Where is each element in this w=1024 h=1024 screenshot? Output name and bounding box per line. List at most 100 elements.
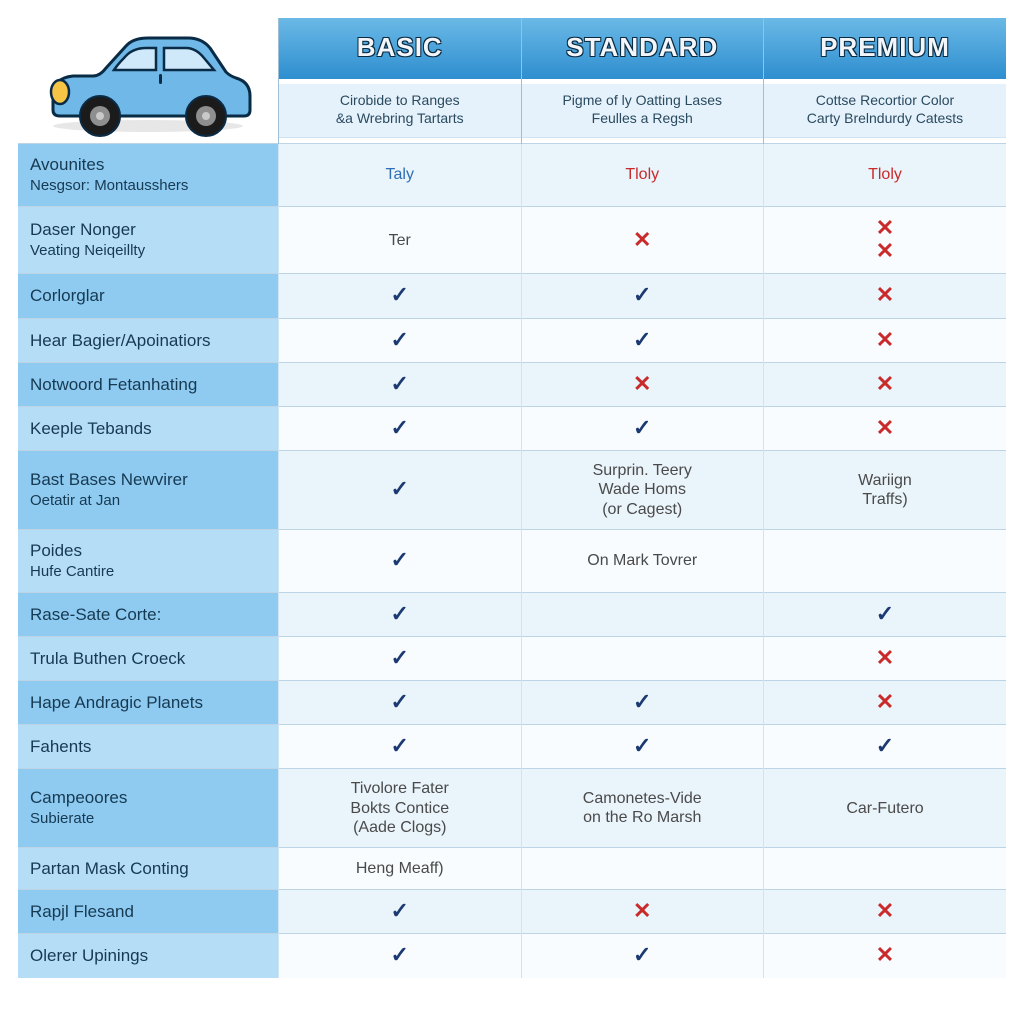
check-icon: ✓ [391,689,409,714]
plan-sub-line: Cottse Recortior Color [816,92,955,108]
check-icon: ✓ [876,733,894,758]
check-icon: ✓ [391,371,409,396]
value-cell: ✕ [763,318,1006,362]
table-row: Trula Buthen Croeck✓✕ [18,636,1006,680]
check-icon: ✓ [391,942,409,967]
plan-name: PREMIUM [764,18,1006,79]
cross-icon: ✕ [876,898,894,923]
comparison-table: BASIC STANDARD PREMIUM Cirobide to Range… [18,18,1006,978]
row-label: Rase-Sate Corte: [18,592,279,636]
header-row: BASIC STANDARD PREMIUM [18,18,1006,84]
table-row: Partan Mask Conting Heng Meaff) [18,848,1006,890]
value-cell: ✕ [521,362,763,406]
plan-header-basic: BASIC [279,18,521,84]
cell-text: Camonetes-Videon the Ro Marsh [534,789,751,827]
check-icon: ✓ [391,733,409,758]
check-icon: ✓ [633,415,651,440]
row-label: Hape Andragic Planets [18,681,279,725]
value-cell: ✓ [279,725,521,769]
row-label: Olerer Upinings [18,934,279,978]
value-cell: ✕ [763,406,1006,450]
cell-text: Surprin. TeeryWade Homs(or Cagest) [534,461,751,519]
cell-text: Tivolore FaterBokts Contice(Aade Clogs) [291,779,508,837]
plan-sub-line: Pigme of ly Oatting Lases [562,92,722,108]
table-row: Daser NongerVeating NeiqeilltyTer✕✕✕ [18,207,1006,274]
plan-sub-basic: Cirobide to Ranges &a Wrebring Tartarts [279,84,521,143]
value-cell: Surprin. TeeryWade Homs(or Cagest) [521,451,763,530]
value-cell: ✕ [763,274,1006,318]
value-cell: ✓ [279,362,521,406]
row-label: Rapjl Flesand [18,890,279,934]
value-cell [763,848,1006,890]
value-cell: Car-Futero [763,769,1006,848]
table-body: AvounitesNesgsor: MontausshersTalyTlolyT… [18,144,1006,978]
value-cell: ✕ [521,890,763,934]
value-cell: ✓ [763,592,1006,636]
value-cell: ✓ [521,274,763,318]
value-cell: ✓ [279,636,521,680]
table-row: Bast Bases NewvirerOetatir at Jan ✓ Surpri… [18,451,1006,530]
table-row: Rase-Sate Corte:✓✓ [18,592,1006,636]
cross-icon: ✕ [876,942,894,967]
row-label: Keeple Tebands [18,406,279,450]
table-row: Olerer Upinings ✓ ✓ ✕ [18,934,1006,978]
cell-text: WariignTraffs) [776,471,994,509]
plan-sub-line: Carty Brelndurdy Catests [807,110,963,126]
row-label: Corlorglar [18,274,279,318]
plan-sub-line: Cirobide to Ranges [340,92,460,108]
value-cell [521,636,763,680]
cell-text: Heng Meaff) [356,860,444,877]
cross-icon: ✕ [876,689,894,714]
table-row: Corlorglar✓✓✕ [18,274,1006,318]
value-cell: Ter [279,207,521,274]
cross-icon: ✕ [876,415,894,440]
value-cell: ✓ [279,274,521,318]
value-cell: ✓ [521,681,763,725]
value-cell: ✓ [521,934,763,978]
row-label: Notwoord Fetanhating [18,362,279,406]
check-icon: ✓ [633,733,651,758]
table-row: Keeple Tebands✓✓✕ [18,406,1006,450]
value-cell: On Mark Tovrer [521,529,763,592]
check-icon: ✓ [391,645,409,670]
value-cell: ✕✕ [763,207,1006,274]
value-cell: ✕ [521,207,763,274]
value-cell: ✓ [279,529,521,592]
value-cell: ✓ [279,934,521,978]
cell-text: Tloly [868,166,902,183]
value-cell: Tloly [521,144,763,207]
table-row: Hear Bagier/Apoinatiors✓✓✕ [18,318,1006,362]
plan-header-premium: PREMIUM [763,18,1006,84]
table-row: Notwoord Fetanhating ✓ ✕ ✕ [18,362,1006,406]
value-cell: Heng Meaff) [279,848,521,890]
row-label: Fahents [18,725,279,769]
plan-name: BASIC [279,18,520,79]
table-row: Hape Andragic Planets ✓ ✓ ✕ [18,681,1006,725]
cross-icon: ✕ [876,371,894,396]
check-icon: ✓ [876,601,894,626]
value-cell: ✓ [279,406,521,450]
cross-icon: ✕ [633,898,651,923]
car-illustration [18,18,279,144]
check-icon: ✓ [391,327,409,352]
plan-sub-line: &a Wrebring Tartarts [336,110,464,126]
value-cell: ✓ [279,451,521,530]
row-label: AvounitesNesgsor: Montausshers [18,144,279,207]
check-icon: ✓ [391,476,409,501]
table-row: CampeooresSubierateTivolore FaterBokts C… [18,769,1006,848]
value-cell: ✓ [279,681,521,725]
table-row: Fahents ✓ ✓ ✓ [18,725,1006,769]
value-cell [763,529,1006,592]
cross-icon: ✕ [876,645,894,670]
check-icon: ✓ [391,547,409,572]
value-cell [521,848,763,890]
check-icon: ✓ [633,689,651,714]
value-cell: Tivolore FaterBokts Contice(Aade Clogs) [279,769,521,848]
plan-sub-line: Feulles a Regsh [592,110,693,126]
table-row: Rapjl Flesand✓✕✕ [18,890,1006,934]
row-label: Hear Bagier/Apoinatiors [18,318,279,362]
row-label: Bast Bases NewvirerOetatir at Jan [18,451,279,530]
value-cell [521,592,763,636]
table-row: PoidesHufe Cantire✓On Mark Tovrer [18,529,1006,592]
row-label: Partan Mask Conting [18,848,279,890]
